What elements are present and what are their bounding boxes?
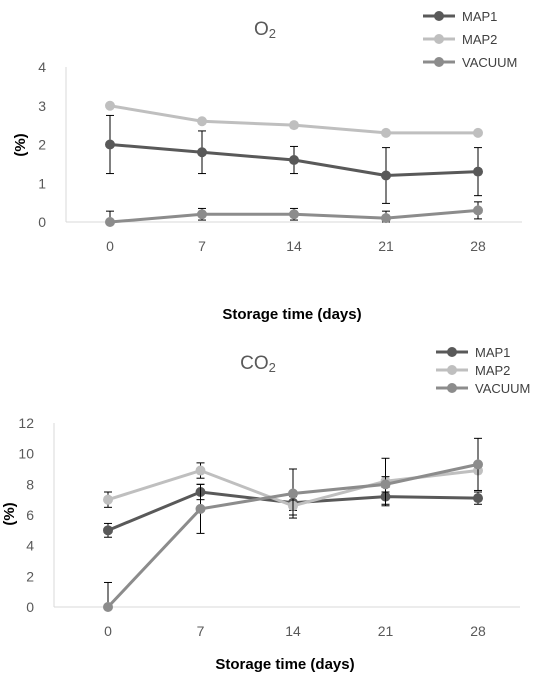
y-tick-label: 2 xyxy=(38,137,46,153)
y-tick-label: 3 xyxy=(38,98,46,114)
data-point xyxy=(473,127,483,138)
data-point xyxy=(105,139,115,150)
x-axis-label: Storage time (days) xyxy=(222,306,361,323)
data-point xyxy=(289,209,299,220)
data-point xyxy=(473,459,483,470)
legend-label: MAP2 xyxy=(462,32,497,47)
data-point xyxy=(195,465,206,476)
chart-title-main: O xyxy=(254,19,269,40)
data-point xyxy=(289,120,299,131)
data-point xyxy=(381,127,391,138)
data-point xyxy=(473,166,483,177)
legend-item-vacuum: VACUUM xyxy=(423,55,517,70)
y-tick-label: 0 xyxy=(38,214,46,230)
y-axis-label: (%) xyxy=(1,502,18,525)
legend-marker xyxy=(447,383,457,393)
legend-label: MAP1 xyxy=(462,9,497,24)
data-point xyxy=(195,503,206,514)
x-tick-label: 28 xyxy=(470,623,486,639)
legend-marker xyxy=(434,57,444,67)
data-point xyxy=(197,147,207,158)
x-tick-label: 7 xyxy=(197,623,205,639)
legend-label: VACUUM xyxy=(475,381,530,396)
legend-label: MAP1 xyxy=(475,345,510,360)
y-tick-label: 4 xyxy=(26,538,34,554)
chart-title-subscript: 2 xyxy=(269,360,276,375)
x-axis-label: Storage time (days) xyxy=(215,656,354,673)
legend-item-map1: MAP1 xyxy=(436,345,510,360)
data-point xyxy=(197,209,207,220)
legend-marker xyxy=(434,34,444,44)
data-point xyxy=(473,493,483,504)
series-vacuum xyxy=(105,201,483,227)
y-tick-label: 2 xyxy=(26,568,34,584)
legend-marker xyxy=(434,11,444,21)
data-point xyxy=(289,155,299,165)
data-point xyxy=(381,213,391,224)
series-vacuum xyxy=(103,437,483,612)
legend-label: MAP2 xyxy=(475,363,510,378)
legend-item-map2: MAP2 xyxy=(423,32,497,47)
x-tick-label: 14 xyxy=(285,623,301,639)
data-point xyxy=(105,217,115,227)
x-tick-label: 0 xyxy=(106,238,114,254)
legend-marker xyxy=(447,347,457,357)
data-point xyxy=(103,525,113,536)
data-point xyxy=(288,488,298,499)
data-point xyxy=(381,170,391,181)
series-map1 xyxy=(105,114,483,204)
chart-title: CO2 xyxy=(240,353,276,375)
y-tick-label: 12 xyxy=(18,415,34,431)
legend-item-map1: MAP1 xyxy=(423,9,497,24)
legend-marker xyxy=(447,365,457,375)
y-axis-label: (%) xyxy=(12,133,29,156)
y-tick-label: 1 xyxy=(38,175,46,191)
data-point xyxy=(473,205,483,216)
legend-item-map2: MAP2 xyxy=(436,363,510,378)
series-map2 xyxy=(105,100,483,138)
chart-title-main: CO xyxy=(240,353,269,374)
data-point xyxy=(380,479,391,490)
data-point xyxy=(197,116,207,127)
legend-label: VACUUM xyxy=(462,55,517,70)
data-point xyxy=(103,602,113,612)
y-tick-label: 4 xyxy=(38,59,46,75)
y-tick-label: 6 xyxy=(26,507,34,523)
x-tick-label: 21 xyxy=(378,238,394,254)
x-tick-label: 7 xyxy=(198,238,206,254)
x-tick-label: 21 xyxy=(378,623,394,639)
data-point xyxy=(103,494,113,505)
x-tick-label: 14 xyxy=(286,238,302,254)
data-point xyxy=(105,100,115,111)
y-tick-label: 8 xyxy=(26,476,34,492)
x-tick-label: 28 xyxy=(470,238,486,254)
y-tick-label: 10 xyxy=(18,446,34,462)
chart-title: O2 xyxy=(254,19,276,41)
chart-title-subscript: 2 xyxy=(269,26,276,41)
y-tick-label: 0 xyxy=(26,599,34,615)
legend-item-vacuum: VACUUM xyxy=(436,381,530,396)
x-tick-label: 0 xyxy=(104,623,112,639)
